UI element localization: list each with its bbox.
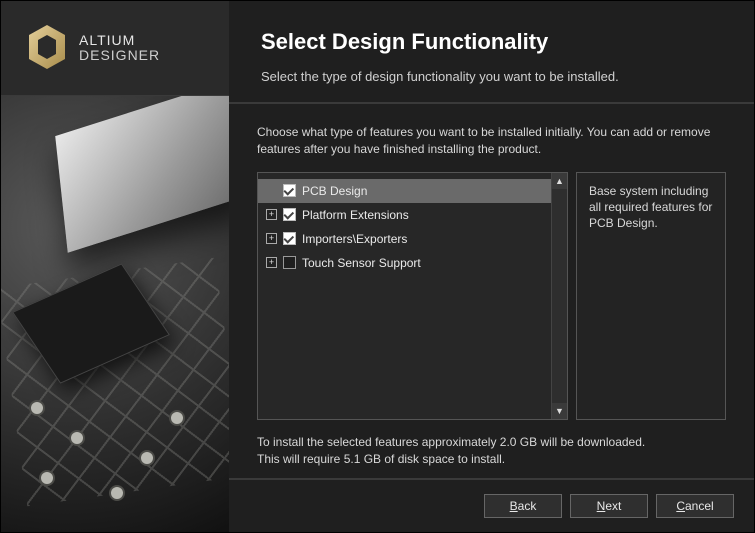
footnote-download: To install the selected features approxi… — [257, 434, 726, 451]
next-button[interactable]: Next — [570, 494, 648, 518]
instructions-text: Choose what type of features you want to… — [257, 124, 726, 158]
hero-image — [1, 96, 229, 532]
feature-row-1[interactable]: + Platform Extensions — [258, 203, 551, 227]
brand-line2: DESIGNER — [79, 48, 160, 63]
back-button[interactable]: Back — [484, 494, 562, 518]
expander-icon[interactable]: + — [266, 233, 277, 244]
feature-row-3[interactable]: + Touch Sensor Support — [258, 251, 551, 275]
feature-row-0[interactable]: PCB Design — [258, 179, 551, 203]
scroll-up-icon[interactable]: ▲ — [552, 173, 567, 189]
expander-icon[interactable]: + — [266, 257, 277, 268]
altium-logo-icon — [25, 23, 69, 73]
feature-label: Platform Extensions — [302, 208, 409, 222]
feature-description: Base system including all required featu… — [576, 172, 726, 421]
feature-checkbox[interactable] — [283, 184, 296, 197]
feature-row-2[interactable]: + Importers\Exporters — [258, 227, 551, 251]
tree-scrollbar[interactable]: ▲ ▼ — [551, 173, 567, 420]
main-panel: Select Design Functionality Select the t… — [229, 1, 754, 532]
feature-label: PCB Design — [302, 184, 367, 198]
feature-checkbox[interactable] — [283, 208, 296, 221]
sidebar: ALTIUM DESIGNER — [1, 1, 229, 532]
button-bar: Back Next Cancel — [229, 478, 754, 532]
logo: ALTIUM DESIGNER — [1, 1, 229, 96]
scroll-down-icon[interactable]: ▼ — [552, 403, 567, 419]
feature-checkbox[interactable] — [283, 232, 296, 245]
page-subtitle: Select the type of design functionality … — [261, 69, 722, 84]
body: Choose what type of features you want to… — [229, 104, 754, 478]
expander-icon[interactable]: + — [266, 209, 277, 220]
install-footnote: To install the selected features approxi… — [257, 434, 726, 468]
feature-tree: PCB Design + Platform Extensions + Importers… — [257, 172, 568, 421]
feature-label: Touch Sensor Support — [302, 256, 421, 270]
feature-checkbox[interactable] — [283, 256, 296, 269]
installer-window: ALTIUM DESIGNER Select Design Functional… — [0, 0, 755, 533]
feature-label: Importers\Exporters — [302, 232, 407, 246]
brand-line1: ALTIUM — [79, 33, 160, 48]
header: Select Design Functionality Select the t… — [229, 1, 754, 104]
cancel-button[interactable]: Cancel — [656, 494, 734, 518]
footnote-disk: This will require 5.1 GB of disk space t… — [257, 451, 726, 468]
page-title: Select Design Functionality — [261, 29, 722, 55]
